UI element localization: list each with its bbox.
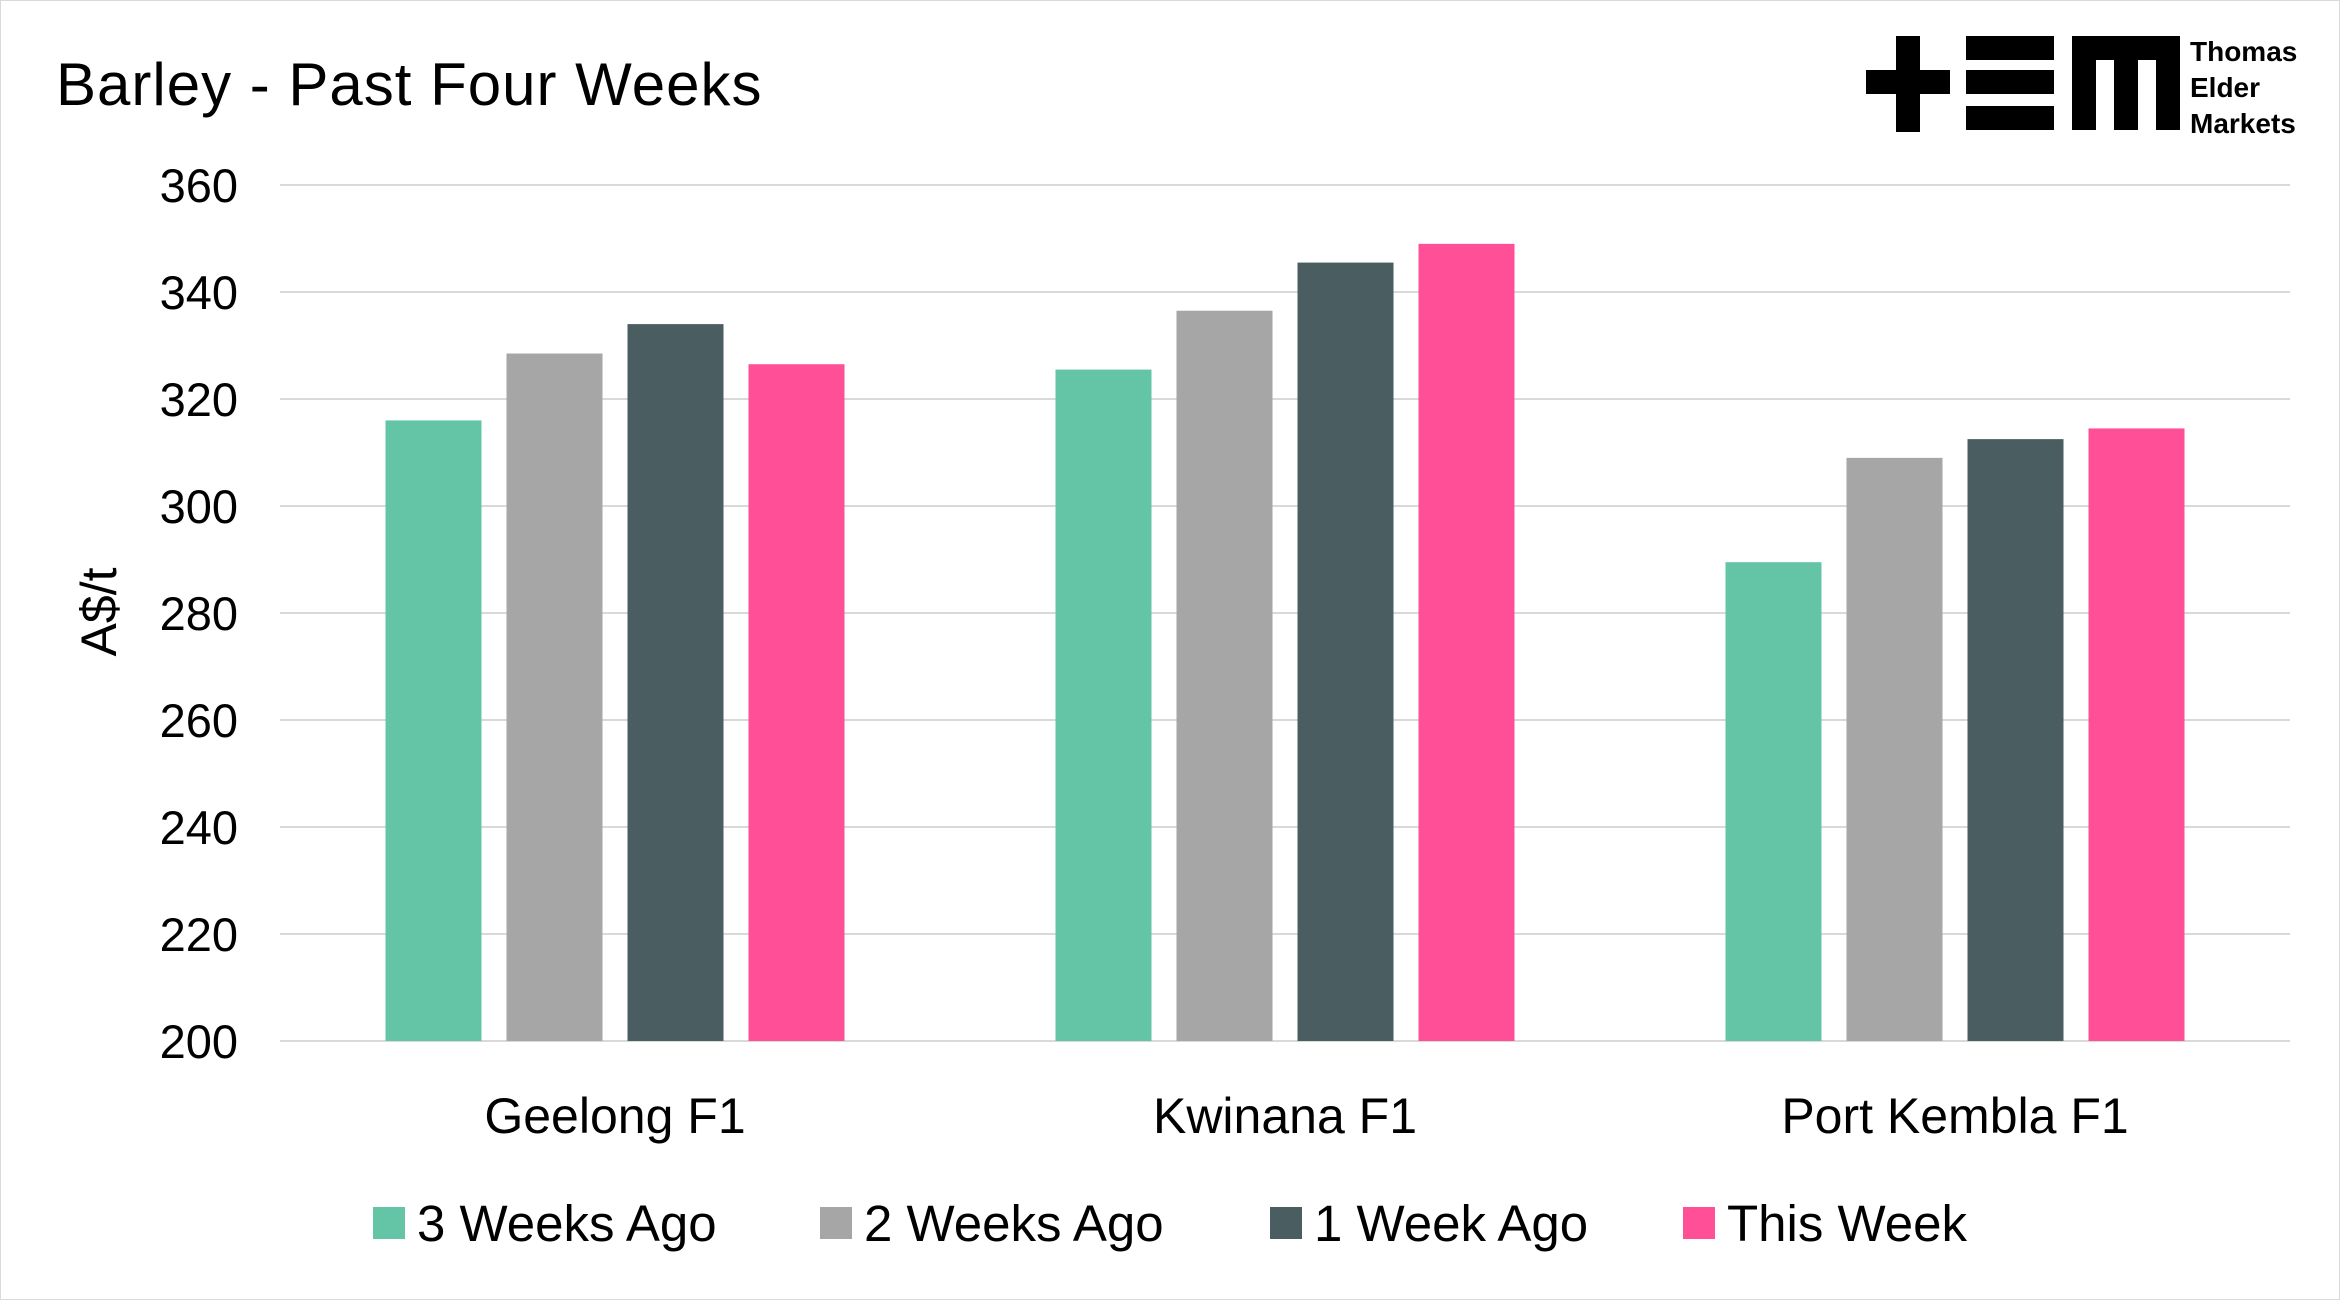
y-tick-labels: 200 220 240 260 280 300 320 340 360	[160, 159, 238, 1068]
legend-label: 3 Weeks Ago	[417, 1194, 717, 1252]
legend-item: 1 Week Ago	[1270, 1188, 1588, 1258]
legend-label: 2 Weeks Ago	[864, 1194, 1164, 1252]
chart-title: Barley - Past Four Weeks	[56, 51, 763, 118]
logo-line-3: Markets	[2190, 108, 2296, 139]
category-label: Kwinana F1	[1153, 1088, 1417, 1144]
legend-item: This Week	[1683, 1188, 1967, 1258]
legend-swatch	[1270, 1207, 1302, 1239]
legend-swatch	[820, 1207, 852, 1239]
bar-1-3	[627, 324, 724, 1042]
y-tick-label: 220	[160, 908, 238, 961]
y-tick-label: 340	[160, 266, 238, 319]
bar-3-4	[2088, 428, 2185, 1041]
y-tick-label: 320	[160, 373, 238, 426]
logo-text: Thomas Elder Markets	[2190, 34, 2297, 142]
legend-swatch	[373, 1207, 405, 1239]
y-tick-label: 200	[160, 1015, 238, 1068]
legend-label: 1 Week Ago	[1314, 1194, 1589, 1252]
legend-item: 3 Weeks Ago	[373, 1188, 717, 1258]
legend-item: 2 Weeks Ago	[820, 1188, 1164, 1258]
y-axis-label: A$/t	[71, 567, 127, 656]
bar-1-1	[385, 420, 482, 1041]
legend: 3 Weeks Ago 2 Weeks Ago 1 Week Ago This Wee…	[0, 1188, 2342, 1258]
category-label: Port Kembla F1	[1781, 1088, 2128, 1144]
bar-1-2	[506, 353, 603, 1041]
logo-line-1: Thomas	[2190, 36, 2298, 67]
y-tick-label: 260	[160, 694, 238, 747]
legend-swatch	[1683, 1207, 1715, 1239]
y-tick-label: 240	[160, 801, 238, 854]
bar-3-1	[1725, 562, 1822, 1041]
bar-1-4	[748, 364, 845, 1042]
category-label: Geelong F1	[484, 1088, 745, 1144]
bar-2-1	[1055, 369, 1152, 1041]
bar-2-3	[1297, 262, 1394, 1041]
bar-3-3	[1967, 439, 2064, 1041]
bar-2-4	[1418, 243, 1515, 1042]
legend-label: This Week	[1727, 1194, 1967, 1252]
bars	[385, 243, 2185, 1042]
y-tick-label: 280	[160, 587, 238, 640]
y-tick-label: 360	[160, 159, 238, 212]
bar-2-2	[1176, 310, 1273, 1042]
category-labels: Geelong F1 Kwinana F1 Port Kembla F1	[484, 1088, 2128, 1144]
bar-3-2	[1846, 457, 1943, 1042]
gridlines	[280, 184, 2290, 1042]
tem-logo-icon	[1866, 36, 2180, 132]
logo-line-2: Elder	[2190, 72, 2261, 103]
y-tick-label: 300	[160, 480, 238, 533]
